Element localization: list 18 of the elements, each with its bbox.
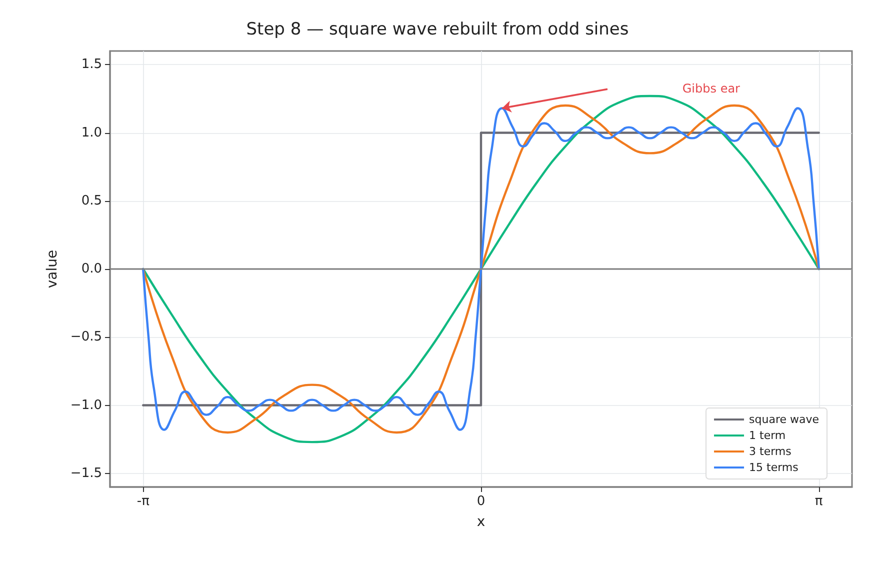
legend-label: square wave — [749, 413, 820, 426]
x-tick-label: -π — [136, 494, 150, 509]
x-tick-label: π — [814, 494, 823, 509]
legend-label: 1 term — [749, 429, 786, 442]
y-tick-label: −1.5 — [70, 466, 102, 481]
y-tick-label: 1.5 — [81, 57, 102, 72]
y-tick-label: 1.0 — [81, 125, 102, 140]
y-axis-title: value — [44, 250, 61, 288]
x-tick-label: 0 — [476, 494, 486, 509]
y-tick-label: 0.5 — [81, 193, 102, 208]
y-tick-label: 0.0 — [81, 262, 102, 276]
chart-title: Step 8 — square wave rebuilt from odd sines — [246, 20, 629, 40]
legend-label: 3 terms — [749, 445, 792, 458]
y-tick-label: −1.0 — [70, 398, 102, 413]
x-axis-title: x — [476, 514, 486, 530]
y-tick-label: −0.5 — [70, 330, 102, 345]
annotation: Gibbs ear — [682, 81, 740, 96]
legend-label: 15 terms — [749, 461, 799, 474]
